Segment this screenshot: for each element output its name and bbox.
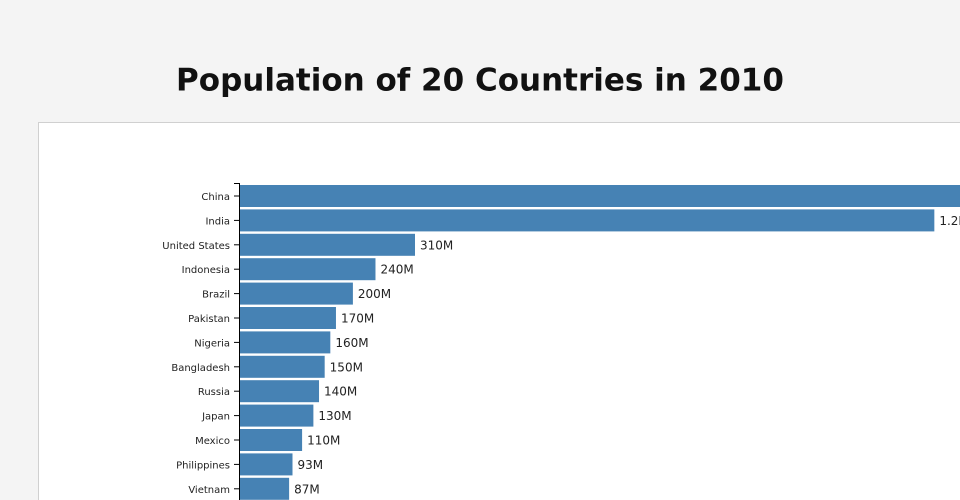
y-tick-label: United States <box>162 241 230 252</box>
y-tick-label: China <box>201 192 230 203</box>
y-tick-label: Brazil <box>202 290 230 301</box>
y-tick-label: Pakistan <box>188 314 230 325</box>
value-label: 160M <box>335 336 368 350</box>
value-label: 110M <box>307 434 340 448</box>
value-label: 130M <box>318 409 351 423</box>
value-label: 170M <box>341 312 374 326</box>
chart-panel <box>38 122 960 500</box>
y-tick-label: India <box>205 216 230 227</box>
bar <box>240 209 935 232</box>
value-label: 93M <box>297 458 323 472</box>
y-tick-label: Bangladesh <box>171 363 230 374</box>
bar <box>240 258 376 281</box>
bar <box>240 233 415 256</box>
bar <box>240 282 353 305</box>
bar <box>240 355 325 378</box>
bar <box>240 429 303 451</box>
y-tick-label: Nigeria <box>194 338 230 349</box>
chart-title: Population of 20 Countries in 2010 <box>176 63 784 99</box>
value-label: 140M <box>324 385 357 399</box>
bar <box>240 380 320 403</box>
value-label: 150M <box>330 360 363 374</box>
y-tick-label: Russia <box>198 387 230 398</box>
y-tick-label: Philippines <box>176 460 230 471</box>
bar <box>240 477 290 500</box>
value-label: 240M <box>380 263 413 277</box>
y-tick-label: Indonesia <box>182 265 230 276</box>
bar <box>240 307 336 329</box>
value-label: 1.2B <box>939 214 960 228</box>
y-tick-label: Mexico <box>195 436 230 447</box>
value-label: 87M <box>294 482 320 496</box>
value-label: 310M <box>420 238 453 252</box>
value-label: 200M <box>358 287 391 301</box>
bar <box>240 453 293 476</box>
y-tick-label: Japan <box>201 412 230 423</box>
bar <box>240 185 960 207</box>
bar <box>240 331 331 354</box>
y-tick-label: Vietnam <box>188 485 230 496</box>
bar <box>240 404 314 427</box>
